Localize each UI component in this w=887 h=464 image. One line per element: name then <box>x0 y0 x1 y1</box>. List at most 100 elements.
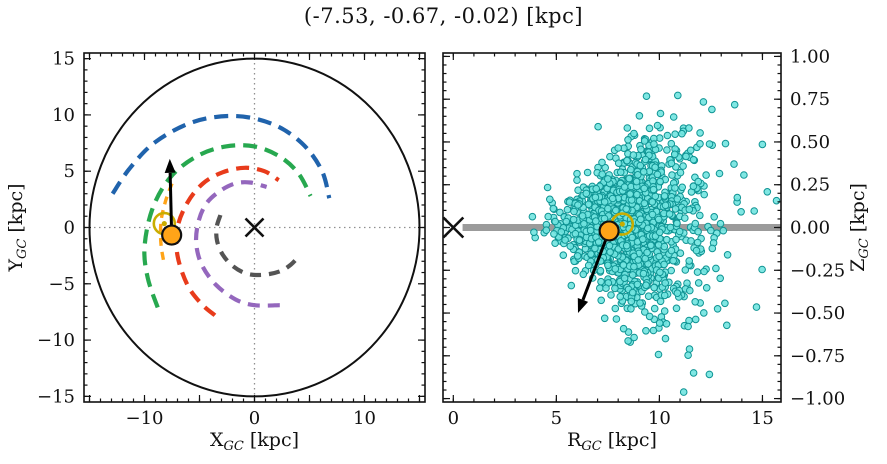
scatter-point <box>573 252 582 260</box>
scatter-point <box>639 168 648 176</box>
scatter-point <box>550 230 558 238</box>
scatter-point <box>663 131 672 140</box>
scatter-point <box>592 217 600 225</box>
scatter-point <box>667 139 676 148</box>
scatter-point <box>584 261 593 270</box>
scatter-point <box>563 205 572 214</box>
scatter-point <box>682 152 690 161</box>
xy-yaxis-label: YGC [kpc] <box>5 183 30 272</box>
scatter-point <box>628 233 637 242</box>
scatter-point <box>636 161 645 170</box>
rz-ticks <box>443 53 781 402</box>
scatter-point <box>549 204 558 213</box>
scatter-point <box>642 327 650 335</box>
scatter-point <box>691 219 700 228</box>
scatter-point <box>655 228 664 237</box>
scatter-point <box>635 112 644 120</box>
scatter-point <box>691 298 700 306</box>
scatter-point <box>671 205 680 213</box>
scatter-point <box>627 305 635 313</box>
rz-xtick-label: 5 <box>551 408 562 429</box>
scatter-point <box>654 215 663 224</box>
scatter-point <box>645 312 654 321</box>
scatter-point <box>675 227 684 236</box>
rz-star-marker <box>598 220 620 242</box>
xy-xtick-label: 0 <box>249 408 260 429</box>
xy-ytick-label: 15 <box>52 49 75 70</box>
scatter-point <box>654 350 663 359</box>
scatter-point <box>763 188 772 196</box>
scatter-point <box>673 289 682 298</box>
scatter-point <box>661 279 670 287</box>
scatter-point <box>642 92 651 100</box>
scatter-point <box>641 308 649 316</box>
scatter-point <box>710 213 719 221</box>
scatter-point <box>607 291 615 299</box>
scatter-point <box>685 257 694 265</box>
scatter-point <box>567 281 576 290</box>
scatter-point <box>641 155 650 164</box>
scatter-point <box>643 248 651 257</box>
scatter-point <box>575 236 584 244</box>
scatter-point <box>571 266 580 275</box>
scatter-point <box>611 265 620 273</box>
scatter-point <box>702 284 711 292</box>
scatter-point <box>578 212 587 220</box>
scatter-point <box>661 334 670 343</box>
rz-ytick-label: 0.75 <box>790 89 830 110</box>
rz-galactic-center-marker <box>442 216 465 239</box>
rz-xtick-label: 10 <box>648 408 671 429</box>
scatter-point <box>721 139 730 148</box>
scatter-point <box>592 184 601 193</box>
scatter-point <box>660 192 669 200</box>
scatter-point <box>598 170 607 178</box>
scatter-point <box>737 208 745 216</box>
scatter-point <box>624 337 632 345</box>
scatter-point <box>528 212 537 221</box>
scatter-point <box>579 270 588 279</box>
scatter-point <box>630 262 638 271</box>
scatter-point <box>715 169 724 178</box>
scatter-point <box>574 201 582 209</box>
scatter-point <box>639 269 648 278</box>
xy-ytick-label: 5 <box>64 161 75 182</box>
scatter-point <box>700 190 709 199</box>
scatter-point <box>551 217 560 226</box>
scatter-point <box>619 324 628 333</box>
scatter-point <box>678 183 687 192</box>
rz-yaxis-label: ZGC [kpc] <box>847 183 872 272</box>
scatter-point <box>716 219 725 228</box>
scatter-point <box>633 190 641 199</box>
scatter-point <box>642 281 650 290</box>
scatter-point <box>662 320 671 328</box>
scatter-point <box>663 146 671 154</box>
scatter-point <box>673 219 681 228</box>
xy-ytick-label: −15 <box>37 386 75 407</box>
scatter-point <box>656 177 664 186</box>
scatter-point <box>636 215 645 224</box>
scatter-point <box>713 305 722 313</box>
scatter-point <box>612 315 621 323</box>
scatter-point <box>700 309 708 317</box>
spiral-arm-red <box>174 165 280 317</box>
scatter-point <box>687 237 695 245</box>
scatter-point <box>640 199 649 208</box>
scatter-point <box>562 217 571 226</box>
rz-xtick-label: 15 <box>751 408 774 429</box>
scatter-point <box>669 256 678 265</box>
sun-dot <box>161 220 167 227</box>
scatter-point <box>570 207 578 216</box>
scatter-point <box>684 351 692 360</box>
scatter-point <box>594 238 603 246</box>
scatter-point <box>721 299 729 308</box>
xy-ytick-label: 10 <box>52 105 75 126</box>
scatter-point <box>650 283 658 292</box>
scatter-point <box>640 184 649 193</box>
sun-dot <box>619 221 625 227</box>
scatter-point <box>557 228 566 236</box>
scatter-point <box>655 252 664 261</box>
scatter-point <box>630 333 638 342</box>
rz-ytick-label: 0.00 <box>790 218 830 239</box>
rz-ytick-label: −1.00 <box>790 389 845 410</box>
